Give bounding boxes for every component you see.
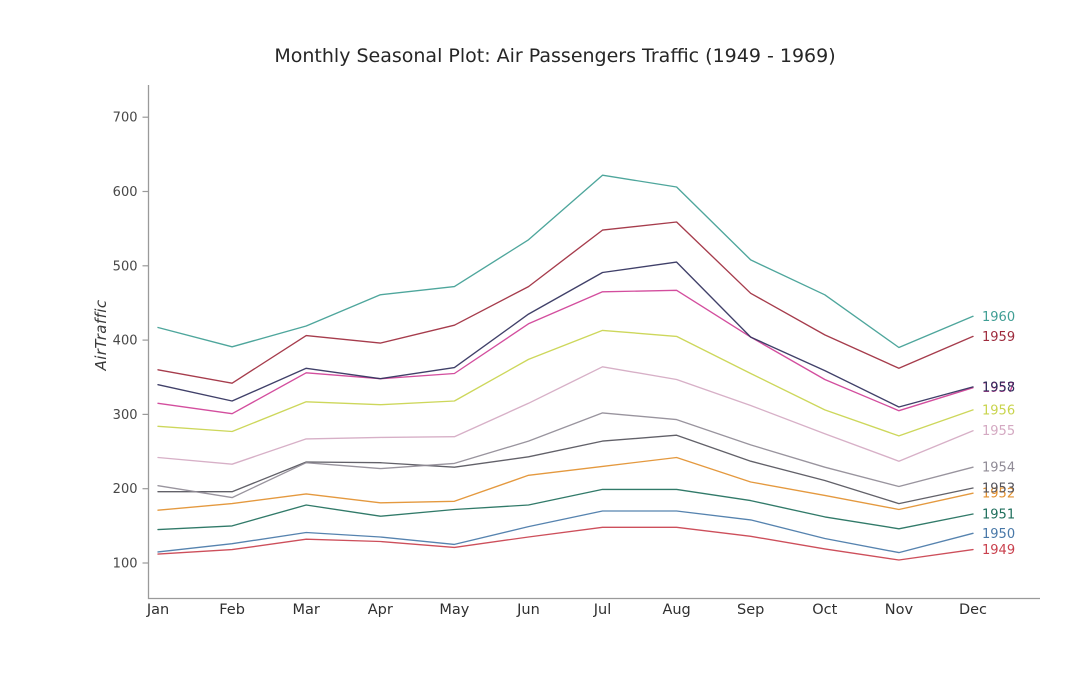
y-tick-label: 700 bbox=[113, 111, 138, 126]
series-label-1957: 1957 bbox=[982, 381, 1015, 396]
series-label-1952: 1952 bbox=[982, 487, 1015, 502]
series-label-1950: 1950 bbox=[982, 527, 1015, 542]
series-line-1956 bbox=[157, 329, 974, 437]
y-tick-label: 100 bbox=[113, 557, 138, 572]
x-tick-label: Jul bbox=[593, 602, 612, 618]
chart-title: Monthly Seasonal Plot: Air Passengers Tr… bbox=[274, 45, 836, 67]
x-tick-label: Sep bbox=[737, 602, 764, 618]
series-line-1951 bbox=[157, 488, 974, 531]
series-line-1952 bbox=[157, 456, 974, 511]
series-label-1949: 1949 bbox=[982, 543, 1015, 558]
x-tick-label: Aug bbox=[662, 602, 690, 618]
x-tick-label: Oct bbox=[812, 602, 837, 618]
series-line-1950 bbox=[157, 510, 974, 554]
x-tick-label: Nov bbox=[885, 602, 914, 618]
series-label-1953: 1953 bbox=[982, 481, 1015, 496]
series-line-1957 bbox=[157, 289, 974, 415]
y-tick-label: 600 bbox=[113, 185, 138, 200]
x-tick-label: Jun bbox=[516, 602, 540, 618]
series-line-1954 bbox=[157, 412, 974, 499]
x-tick-label: May bbox=[439, 602, 469, 618]
x-tick-label: Mar bbox=[293, 602, 320, 618]
series-label-1959: 1959 bbox=[982, 330, 1015, 345]
x-tick-label: Apr bbox=[368, 602, 393, 618]
series-line-1955 bbox=[157, 366, 974, 465]
x-tick-label: Jan bbox=[146, 602, 169, 618]
series-label-1951: 1951 bbox=[982, 507, 1015, 522]
series-line-1960 bbox=[157, 174, 974, 349]
series-line-1953 bbox=[157, 434, 974, 505]
series-line-1949 bbox=[157, 526, 974, 561]
series-label-1954: 1954 bbox=[982, 461, 1015, 476]
y-tick-label: 400 bbox=[113, 334, 138, 349]
y-tick-label: 300 bbox=[113, 408, 138, 423]
series-line-1959 bbox=[157, 221, 974, 384]
y-tick-label: 200 bbox=[113, 482, 138, 497]
series-line-1958 bbox=[157, 261, 974, 408]
x-tick-label: Feb bbox=[219, 602, 245, 618]
x-tick-label: Dec bbox=[959, 602, 987, 618]
series-label-1958: 1958 bbox=[982, 380, 1015, 395]
series-label-1956: 1956 bbox=[982, 403, 1015, 418]
series-label-1955: 1955 bbox=[982, 424, 1015, 439]
series-label-1960: 1960 bbox=[982, 310, 1015, 325]
axis-spines bbox=[147, 85, 1040, 600]
y-tick-label: 500 bbox=[113, 259, 138, 274]
